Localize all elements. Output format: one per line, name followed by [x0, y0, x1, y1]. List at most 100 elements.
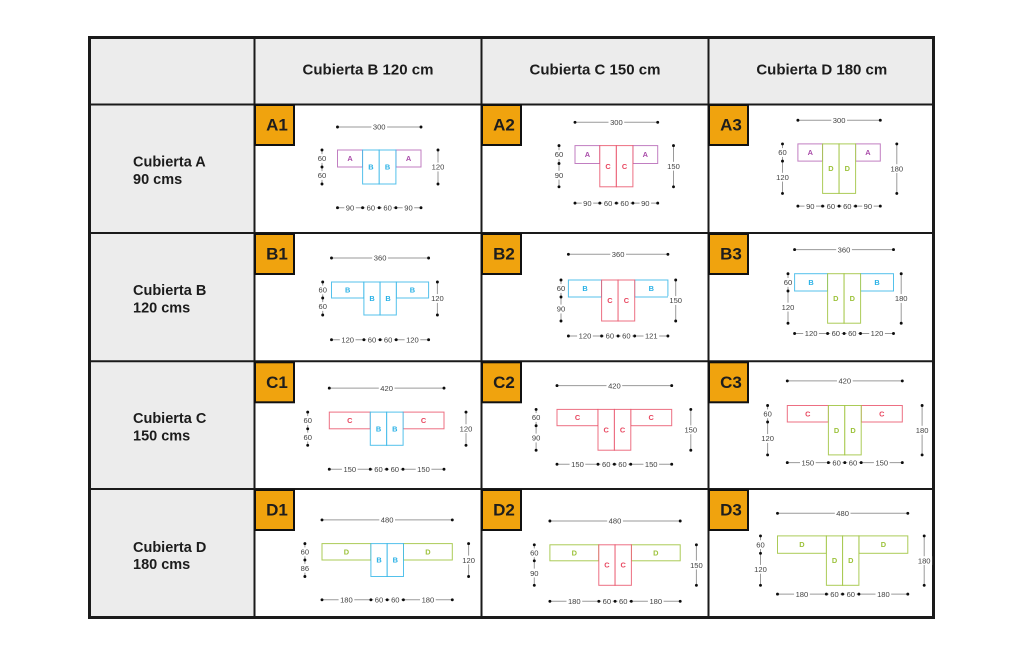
svg-text:60: 60	[375, 596, 383, 605]
svg-text:D: D	[425, 547, 431, 556]
svg-text:A2: A2	[493, 116, 515, 135]
svg-text:B: B	[368, 163, 373, 172]
svg-text:A: A	[865, 148, 871, 157]
svg-text:90: 90	[555, 171, 563, 180]
svg-text:60: 60	[756, 540, 764, 549]
svg-text:120: 120	[761, 434, 774, 443]
svg-text:360: 360	[374, 254, 387, 263]
svg-text:120: 120	[782, 303, 795, 312]
svg-text:420: 420	[380, 384, 393, 393]
svg-text:60: 60	[830, 590, 838, 599]
svg-text:D: D	[572, 548, 578, 557]
svg-text:A3: A3	[720, 116, 742, 135]
svg-text:180: 180	[796, 590, 809, 599]
svg-text:Cubierta B 120 cm: Cubierta B 120 cm	[303, 62, 434, 79]
svg-text:C: C	[621, 561, 627, 570]
svg-text:120: 120	[776, 173, 789, 182]
svg-text:120: 120	[341, 335, 354, 344]
svg-text:60: 60	[374, 465, 382, 474]
svg-text:60: 60	[318, 302, 326, 311]
svg-text:60: 60	[555, 150, 563, 159]
svg-text:180: 180	[422, 596, 435, 605]
svg-text:60: 60	[557, 284, 565, 293]
svg-text:60: 60	[618, 460, 626, 469]
svg-text:90: 90	[583, 199, 591, 208]
svg-text:D2: D2	[493, 501, 515, 520]
svg-text:C3: C3	[720, 373, 742, 392]
svg-text:C: C	[421, 416, 427, 425]
svg-text:60: 60	[763, 409, 771, 418]
svg-text:C: C	[347, 416, 353, 425]
svg-text:D: D	[799, 540, 805, 549]
svg-text:60: 60	[530, 549, 538, 558]
svg-text:B: B	[808, 278, 813, 287]
svg-text:D: D	[833, 294, 839, 303]
svg-text:B1: B1	[266, 245, 288, 264]
svg-text:B: B	[582, 284, 587, 293]
svg-text:180: 180	[568, 597, 581, 606]
svg-text:60: 60	[384, 335, 392, 344]
svg-text:360: 360	[612, 250, 625, 259]
svg-text:D: D	[845, 164, 851, 173]
svg-text:60: 60	[620, 199, 628, 208]
svg-text:60: 60	[367, 203, 375, 212]
svg-text:C: C	[622, 162, 628, 171]
svg-text:480: 480	[836, 509, 849, 518]
svg-text:C: C	[575, 413, 581, 422]
svg-text:B: B	[376, 424, 381, 433]
svg-text:180: 180	[649, 597, 662, 606]
svg-text:60: 60	[383, 203, 391, 212]
svg-text:420: 420	[838, 377, 851, 386]
svg-text:180: 180	[918, 556, 931, 565]
svg-text:A: A	[347, 154, 353, 163]
svg-text:B: B	[369, 294, 374, 303]
svg-text:60: 60	[318, 286, 326, 295]
svg-text:360: 360	[838, 245, 851, 254]
svg-text:60: 60	[832, 458, 840, 467]
svg-text:120: 120	[406, 335, 419, 344]
svg-text:86: 86	[301, 564, 309, 573]
svg-text:120: 120	[871, 329, 884, 338]
svg-text:B: B	[410, 286, 415, 295]
svg-text:D: D	[850, 426, 856, 435]
svg-text:Cubierta A: Cubierta A	[133, 155, 206, 171]
svg-text:180: 180	[340, 596, 353, 605]
svg-text:121: 121	[645, 332, 658, 341]
svg-text:B: B	[393, 556, 398, 565]
svg-text:B: B	[385, 163, 390, 172]
svg-text:D: D	[850, 294, 856, 303]
svg-text:120: 120	[460, 424, 473, 433]
svg-text:Cubierta D 180 cm: Cubierta D 180 cm	[756, 62, 887, 79]
svg-text:120: 120	[805, 329, 818, 338]
svg-text:C: C	[607, 296, 613, 305]
svg-text:90: 90	[864, 202, 872, 211]
svg-text:300: 300	[610, 118, 623, 127]
svg-text:B: B	[345, 286, 350, 295]
svg-text:60: 60	[368, 335, 376, 344]
svg-text:480: 480	[609, 517, 622, 526]
svg-text:120: 120	[462, 556, 475, 565]
svg-text:D: D	[848, 556, 854, 565]
svg-text:Cubierta D: Cubierta D	[133, 540, 206, 556]
svg-text:60: 60	[843, 202, 851, 211]
svg-text:60: 60	[603, 597, 611, 606]
svg-text:90: 90	[346, 203, 354, 212]
svg-text:C1: C1	[266, 373, 288, 392]
svg-text:120: 120	[431, 294, 444, 303]
svg-text:D: D	[832, 556, 838, 565]
svg-text:A: A	[585, 150, 591, 159]
svg-text:Cubierta C 150 cm: Cubierta C 150 cm	[530, 62, 661, 79]
svg-text:60: 60	[301, 548, 309, 557]
svg-text:60: 60	[604, 199, 612, 208]
svg-text:B: B	[385, 294, 390, 303]
svg-text:90: 90	[641, 199, 649, 208]
svg-text:420: 420	[608, 381, 621, 390]
svg-text:180 cms: 180 cms	[133, 557, 190, 573]
svg-text:480: 480	[381, 516, 394, 525]
svg-text:D: D	[344, 547, 350, 556]
svg-text:150: 150	[645, 460, 658, 469]
svg-text:60: 60	[784, 278, 792, 287]
svg-text:60: 60	[602, 460, 610, 469]
svg-text:180: 180	[890, 164, 903, 173]
svg-text:180: 180	[916, 426, 929, 435]
